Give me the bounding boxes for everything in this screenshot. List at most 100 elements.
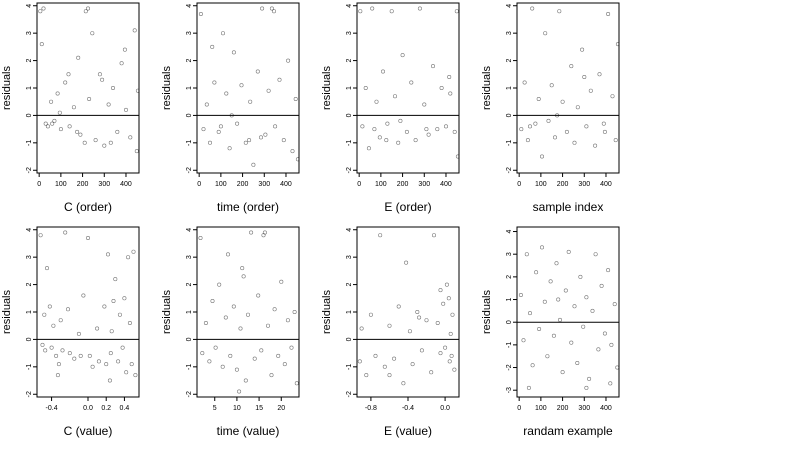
data-point — [392, 94, 397, 99]
x-tick-label: 10 — [233, 405, 241, 412]
x-tick-label: 200 — [557, 181, 569, 188]
data-point — [409, 80, 414, 85]
y-tick-label: 3 — [186, 255, 193, 259]
data-point — [533, 121, 538, 126]
data-point — [612, 302, 617, 307]
data-point — [396, 140, 401, 145]
data-point — [58, 318, 63, 323]
data-point — [530, 6, 535, 11]
data-point — [419, 348, 424, 353]
plot-frame — [196, 226, 300, 398]
data-point — [557, 317, 562, 322]
data-point — [256, 293, 261, 298]
data-point — [608, 381, 613, 386]
data-point — [66, 72, 71, 77]
data-point — [382, 364, 387, 369]
data-point — [404, 260, 409, 265]
y-tick-label: 2 — [506, 59, 513, 63]
data-point — [39, 42, 44, 47]
data-point — [602, 331, 607, 336]
data-point — [363, 86, 368, 91]
data-point — [575, 360, 580, 365]
data-point — [360, 124, 365, 129]
y-tick-label: 1 — [346, 86, 353, 90]
data-point — [58, 127, 63, 132]
plot-frame — [356, 226, 460, 398]
data-point — [67, 124, 72, 129]
data-point — [266, 88, 271, 93]
data-point — [221, 31, 226, 36]
y-tick-label: 4 — [26, 4, 33, 8]
x-tick-label: -0.8 — [365, 405, 377, 412]
data-point — [443, 124, 448, 129]
data-point — [449, 353, 454, 358]
data-point — [387, 323, 392, 328]
data-point — [106, 252, 111, 257]
data-point — [584, 124, 589, 129]
data-point — [55, 91, 60, 96]
x-tick-label: 0.0 — [440, 405, 450, 412]
data-point — [560, 370, 565, 375]
data-point — [213, 345, 218, 350]
data-point — [542, 299, 547, 304]
x-axis-label: randam example — [523, 424, 613, 438]
y-axis-label: residuals — [321, 65, 333, 110]
x-tick-label: 100 — [375, 181, 387, 188]
data-point — [49, 345, 54, 350]
y-tick-label: -1 — [506, 140, 513, 146]
data-point — [102, 143, 107, 148]
x-tick-label: 100 — [535, 181, 547, 188]
data-point — [235, 121, 240, 126]
data-point — [122, 296, 127, 301]
y-axis-label: residuals — [1, 65, 13, 110]
data-point — [530, 363, 535, 368]
data-point — [599, 283, 604, 288]
data-point — [601, 121, 606, 126]
y-tick-label: 3 — [26, 31, 33, 35]
data-point — [580, 47, 585, 52]
data-point — [218, 124, 223, 129]
data-point — [387, 373, 392, 378]
data-point — [554, 261, 559, 266]
y-tick-label: 2 — [26, 283, 33, 287]
data-point — [430, 64, 435, 69]
data-point — [47, 304, 52, 309]
data-point — [450, 312, 455, 317]
data-point — [54, 353, 59, 358]
data-point — [422, 102, 427, 107]
y-tick-label: 1 — [26, 86, 33, 90]
x-tick-label: 200 — [77, 181, 89, 188]
data-point — [539, 245, 544, 250]
data-point — [279, 279, 284, 284]
data-point — [43, 348, 48, 353]
data-point — [223, 315, 228, 320]
data-point — [198, 236, 203, 241]
x-tick-label: -0.4 — [46, 405, 58, 412]
x-tick-label: 300 — [258, 181, 270, 188]
data-point — [259, 348, 264, 353]
data-point — [75, 129, 80, 134]
data-point — [557, 9, 562, 14]
data-point — [263, 132, 268, 137]
x-axis-label: time (value) — [217, 424, 280, 438]
data-point — [104, 362, 109, 367]
data-point — [389, 9, 394, 14]
data-point — [286, 58, 291, 63]
data-point — [95, 326, 100, 331]
data-point — [454, 9, 459, 14]
data-point — [569, 64, 574, 69]
data-point — [210, 298, 215, 303]
data-point — [128, 135, 133, 140]
data-point — [52, 118, 57, 123]
data-point — [108, 140, 113, 145]
data-point — [358, 9, 363, 14]
y-axis-label: residuals — [481, 289, 493, 334]
data-point — [613, 138, 618, 143]
data-point — [431, 233, 436, 238]
data-point — [87, 97, 92, 102]
data-point — [115, 129, 120, 134]
data-point — [90, 364, 95, 369]
data-point — [584, 385, 589, 390]
x-tick-label: 0 — [197, 181, 201, 188]
data-point — [63, 80, 68, 85]
